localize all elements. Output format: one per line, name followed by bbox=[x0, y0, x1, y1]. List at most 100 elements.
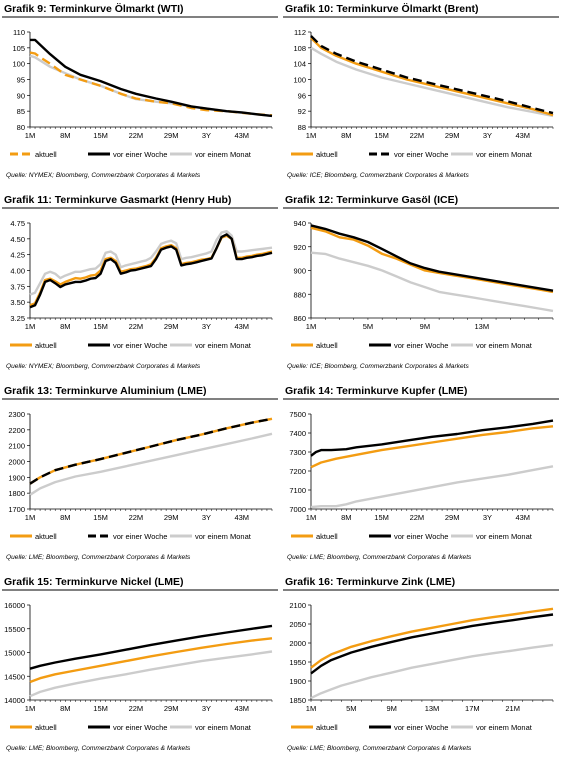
x-tick-label: 1M bbox=[306, 513, 316, 522]
y-tick-label: 108 bbox=[293, 44, 306, 53]
series-line-woche bbox=[310, 35, 554, 115]
series-line-monat bbox=[310, 46, 554, 118]
chart-title-text: Terminkurve Nickel (LME) bbox=[55, 576, 183, 588]
series-line-woche bbox=[29, 233, 273, 309]
legend-label-monat: vor einem Monat bbox=[195, 723, 252, 732]
source-note: Quelle: LME; Bloomberg, Commerzbank Corp… bbox=[287, 745, 472, 752]
series-line-aktuell bbox=[310, 607, 554, 669]
x-tick-label: 8M bbox=[60, 131, 70, 140]
chart-title-prefix: Grafik 12: bbox=[285, 194, 336, 206]
chart-title: Grafik 13: Terminkurve Aluminium (LME) bbox=[4, 385, 206, 397]
x-tick-label: 43M bbox=[515, 131, 530, 140]
series-line-woche bbox=[310, 224, 554, 292]
chart-title-text: Terminkurve Ölmarkt (Brent) bbox=[336, 2, 478, 15]
x-tick-label: 13M bbox=[425, 704, 440, 713]
series-line-aktuell bbox=[29, 637, 273, 684]
legend-label-monat: vor einem Monat bbox=[476, 150, 533, 159]
y-tick-label: 3.75 bbox=[10, 282, 25, 291]
x-tick-label: 21M bbox=[505, 704, 520, 713]
chart-title: Grafik 12: Terminkurve Gasöl (ICE) bbox=[285, 194, 458, 206]
y-tick-label: 15500 bbox=[4, 625, 25, 634]
x-tick-label: 8M bbox=[60, 322, 70, 331]
x-tick-label: 15M bbox=[93, 322, 108, 331]
legend-label-aktuell: aktuell bbox=[316, 150, 338, 159]
y-tick-label: 2050 bbox=[289, 620, 306, 629]
y-tick-label: 100 bbox=[12, 60, 25, 69]
y-tick-label: 7100 bbox=[289, 486, 306, 495]
y-tick-label: 880 bbox=[293, 290, 306, 299]
y-tick-label: 16000 bbox=[4, 601, 25, 610]
series-line-aktuell bbox=[310, 37, 554, 117]
chart-title-text: Terminkurve Ölmarkt (WTI) bbox=[50, 2, 184, 15]
series-line-monat bbox=[310, 465, 554, 509]
x-tick-label: 43M bbox=[515, 513, 530, 522]
y-tick-label: 88 bbox=[298, 123, 306, 132]
y-tick-label: 4.75 bbox=[10, 219, 25, 228]
x-tick-label: 5M bbox=[346, 704, 356, 713]
y-tick-label: 7200 bbox=[289, 467, 306, 476]
series-line-monat bbox=[29, 432, 273, 496]
x-tick-label: 13M bbox=[475, 322, 490, 331]
x-tick-label: 8M bbox=[341, 513, 351, 522]
x-tick-label: 3Y bbox=[483, 513, 492, 522]
y-tick-label: 4.50 bbox=[10, 235, 25, 244]
series-line-monat bbox=[310, 251, 554, 313]
y-tick-label: 85 bbox=[17, 107, 25, 116]
y-tick-label: 2000 bbox=[8, 458, 25, 467]
chart-title-text: Terminkurve Kupfer (LME) bbox=[336, 385, 467, 397]
chart-title-prefix: Grafik 16: bbox=[285, 576, 336, 588]
legend-label-aktuell: aktuell bbox=[316, 341, 338, 350]
y-tick-label: 110 bbox=[13, 28, 25, 37]
x-tick-label: 17M bbox=[465, 704, 480, 713]
y-tick-label: 900 bbox=[293, 267, 306, 276]
x-tick-label: 29M bbox=[164, 513, 179, 522]
x-tick-label: 22M bbox=[410, 513, 425, 522]
y-tick-label: 7500 bbox=[289, 410, 306, 419]
legend-label-monat: vor einem Monat bbox=[476, 532, 533, 541]
y-tick-label: 2100 bbox=[289, 601, 306, 610]
series-line-woche bbox=[310, 419, 554, 457]
x-tick-label: 15M bbox=[374, 513, 389, 522]
y-tick-label: 1850 bbox=[289, 696, 306, 705]
x-tick-label: 9M bbox=[420, 322, 430, 331]
source-note: Quelle: ICE; Bloomberg, Commerzbank Corp… bbox=[287, 363, 469, 370]
x-tick-label: 8M bbox=[341, 131, 351, 140]
x-tick-label: 43M bbox=[234, 513, 249, 522]
x-tick-label: 3Y bbox=[483, 131, 492, 140]
series-line-woche bbox=[30, 38, 273, 118]
y-tick-label: 860 bbox=[293, 314, 306, 323]
series-line-woche bbox=[29, 624, 273, 670]
legend-label-woche: vor einer Woche bbox=[113, 150, 167, 159]
chart-title-prefix: Grafik 9: bbox=[4, 3, 50, 15]
x-tick-label: 29M bbox=[445, 513, 460, 522]
chart-title-text: Terminkurve Aluminium (LME) bbox=[55, 385, 206, 397]
source-note: Quelle: LME; Bloomberg, Commerzbank Corp… bbox=[6, 554, 191, 561]
y-tick-label: 95 bbox=[17, 76, 25, 85]
y-tick-label: 3.25 bbox=[10, 314, 25, 323]
legend-label-woche: vor einer Woche bbox=[394, 532, 448, 541]
chart-title: Grafik 10: Terminkurve Ölmarkt (Brent) bbox=[285, 2, 479, 15]
chart-panel-7: Grafik 15: Terminkurve Nickel (LME) 14000… bbox=[0, 573, 281, 764]
chart-title: Grafik 15: Terminkurve Nickel (LME) bbox=[4, 576, 184, 588]
x-tick-label: 3Y bbox=[202, 131, 211, 140]
chart-title: Grafik 14: Terminkurve Kupfer (LME) bbox=[285, 385, 467, 397]
source-note: Quelle: ICE; Bloomberg, Commerzbank Corp… bbox=[287, 172, 469, 179]
x-tick-label: 15M bbox=[93, 131, 108, 140]
legend-label-monat: vor einem Monat bbox=[195, 341, 252, 350]
y-tick-label: 920 bbox=[293, 243, 306, 252]
legend-label-monat: vor einem Monat bbox=[195, 150, 252, 159]
y-tick-label: 14000 bbox=[4, 696, 25, 705]
x-tick-label: 1M bbox=[306, 322, 316, 331]
x-tick-label: 15M bbox=[93, 513, 108, 522]
series-line-aktuell bbox=[29, 51, 273, 117]
series-line-aktuell bbox=[310, 425, 554, 469]
chart-title: Grafik 16: Terminkurve Zink (LME) bbox=[285, 576, 455, 588]
legend-label-woche: vor einer Woche bbox=[113, 723, 167, 732]
x-tick-label: 29M bbox=[164, 322, 179, 331]
x-tick-label: 1M bbox=[306, 704, 316, 713]
y-tick-label: 4.00 bbox=[10, 267, 25, 276]
y-tick-label: 2100 bbox=[8, 442, 25, 451]
series-line-monat bbox=[29, 650, 273, 698]
legend-label-aktuell: aktuell bbox=[35, 723, 57, 732]
legend-label-aktuell: aktuell bbox=[35, 150, 57, 159]
